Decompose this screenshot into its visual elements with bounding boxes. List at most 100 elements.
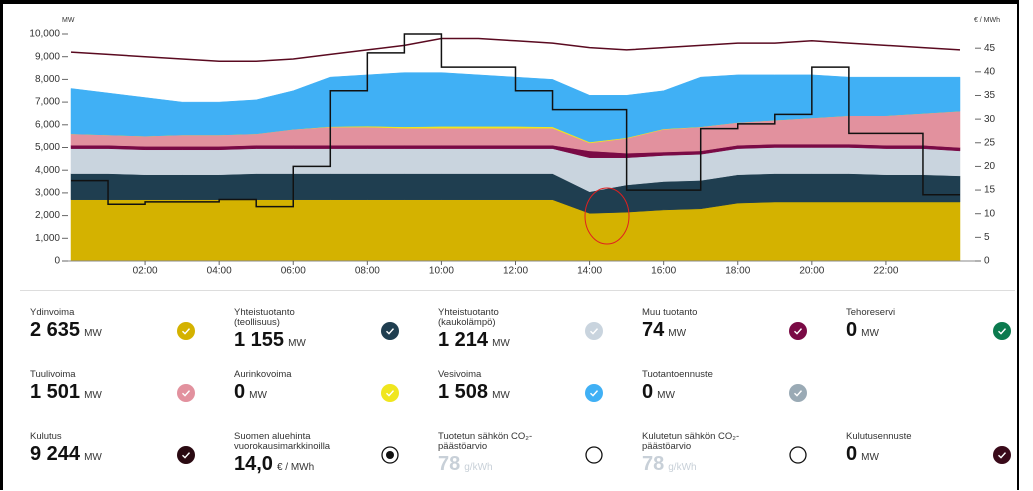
tile-unit: MW (84, 452, 102, 463)
tile-unit: MW (657, 390, 675, 401)
tile-unit: MW (288, 338, 306, 349)
y-axis-unit: MW (62, 17, 75, 24)
toggle-check[interactable] (992, 445, 1012, 465)
tile-label: Muu tuotanto (642, 307, 698, 318)
x-tick-label: 20:00 (799, 266, 824, 277)
tile-unit: MW (668, 328, 687, 339)
tile-number: 14,0 (234, 453, 273, 475)
tile-label: Kulutetun sähkön CO₂- päästöarvio (642, 431, 740, 452)
radio-button[interactable] (584, 445, 604, 465)
y-tick-label: 0 (54, 256, 60, 267)
tile-label: Yhteistuotanto (teollisuus) (234, 307, 295, 328)
tile-label: Kulutusennuste (846, 431, 912, 442)
check-mark (998, 328, 1007, 335)
tile-number: 1 501 (30, 381, 81, 403)
check-circle (789, 322, 807, 340)
tile-value: 14,0 € / MWh (234, 453, 438, 476)
tile: Ydinvoima 2 635 MW (30, 308, 234, 370)
toggle-check[interactable] (992, 321, 1012, 341)
toggle-check[interactable] (584, 321, 604, 341)
radio-button[interactable] (380, 445, 400, 465)
tile-number: 1 214 (438, 329, 489, 351)
tile-unit: g/kWh (464, 462, 493, 473)
check-circle (789, 384, 807, 402)
toggle-check[interactable] (380, 321, 400, 341)
tile-label: Kulutus (30, 431, 62, 442)
divider (20, 290, 1015, 291)
x-tick-label: 14:00 (577, 266, 602, 277)
tile-value: 1 508 MW (438, 381, 642, 404)
tile-number: 0 (642, 381, 654, 403)
tile-value: 78 g/kWh (438, 453, 642, 476)
tile-unit: MW (861, 328, 879, 339)
y-tick-label: 6,000 (35, 119, 60, 130)
toggle-check[interactable] (380, 383, 400, 403)
radio-ring (585, 446, 603, 464)
y-tick-label: 7,000 (35, 97, 60, 108)
check-circle (177, 322, 195, 340)
check-circle (381, 384, 399, 402)
tile-value: 0 MW (234, 381, 438, 404)
tile: Suomen aluehinta vuorokausimarkkinoilla 1… (234, 432, 438, 491)
check-mark (386, 390, 395, 397)
tile: Tehoreservi 0 MW (846, 308, 1033, 370)
check-mark (794, 328, 803, 335)
radio-ring (789, 446, 807, 464)
tile-value: 0 MW (846, 443, 1033, 466)
x-tick-label: 16:00 (651, 266, 676, 277)
tile-label: Suomen aluehinta vuorokausimarkkinoilla (234, 431, 331, 452)
tile-unit: MW (84, 328, 102, 339)
y-tick-label: 3,000 (35, 188, 60, 199)
toggle-check[interactable] (176, 321, 196, 341)
check-circle (177, 384, 195, 402)
stacked-area (70, 72, 961, 143)
tile-number: 78 (438, 453, 461, 475)
tile: Tuotantoennuste 0 MW (642, 370, 846, 432)
x-tick-label: 22:00 (873, 266, 898, 277)
check-mark (182, 328, 191, 335)
tile-unit: g/kWh (668, 462, 697, 473)
check-circle (177, 446, 195, 464)
y2-axis-unit: € / MWh (974, 17, 1000, 24)
check-mark (182, 390, 191, 397)
tile-label: Tuulivoima (30, 369, 76, 380)
y-tick-label: 9,000 (35, 51, 60, 62)
radio-dot (386, 451, 394, 459)
toggle-check[interactable] (176, 383, 196, 403)
tile: Kulutusennuste 0 MW (846, 432, 1033, 491)
toggle-check[interactable] (176, 445, 196, 465)
x-tick-label: 12:00 (503, 266, 528, 277)
tile: Kulutetun sähkön CO₂- päästöarvio 78 g/kWh (642, 432, 846, 491)
consumption-line (70, 37, 961, 62)
tile: Muu tuotanto 74 MW (642, 308, 846, 370)
y2-tick-label: 20 (984, 161, 996, 172)
toggle-check[interactable] (788, 321, 808, 341)
y2-tick-label: 15 (984, 185, 996, 196)
tile: Aurinkovoima 0 MW (234, 370, 438, 432)
y2-tick-label: 45 (984, 43, 996, 54)
y2-tick-label: 5 (984, 232, 990, 243)
tile-unit: € / MWh (276, 462, 315, 473)
tiles: Ydinvoima 2 635 MW Yhteistuotanto (teollisu… (30, 308, 1020, 491)
radio-button[interactable] (788, 445, 808, 465)
tile-label: Vesivoima (438, 369, 482, 380)
toggle-check[interactable] (584, 383, 604, 403)
tile-value: 1 501 MW (30, 381, 234, 404)
toggle-check[interactable] (788, 383, 808, 403)
x-tick-label: 18:00 (725, 266, 750, 277)
tile-unit: MW (492, 390, 510, 401)
check-mark (590, 390, 599, 397)
tile-number: 1 508 (438, 381, 489, 403)
check-circle (585, 384, 603, 402)
tile-number: 9 244 (30, 443, 81, 465)
x-tick-label: 06:00 (281, 266, 306, 277)
tile-unit: MW (861, 452, 879, 463)
tile: Tuotetun sähkön CO₂- päästöarvio 78 g/kWh (438, 432, 642, 491)
y2-tick-label: 30 (984, 114, 996, 125)
check-circle (585, 322, 603, 340)
y-tick-label: 2,000 (35, 210, 60, 221)
tile-value: 0 MW (846, 319, 1033, 342)
tile-number: 2 635 (30, 319, 81, 341)
